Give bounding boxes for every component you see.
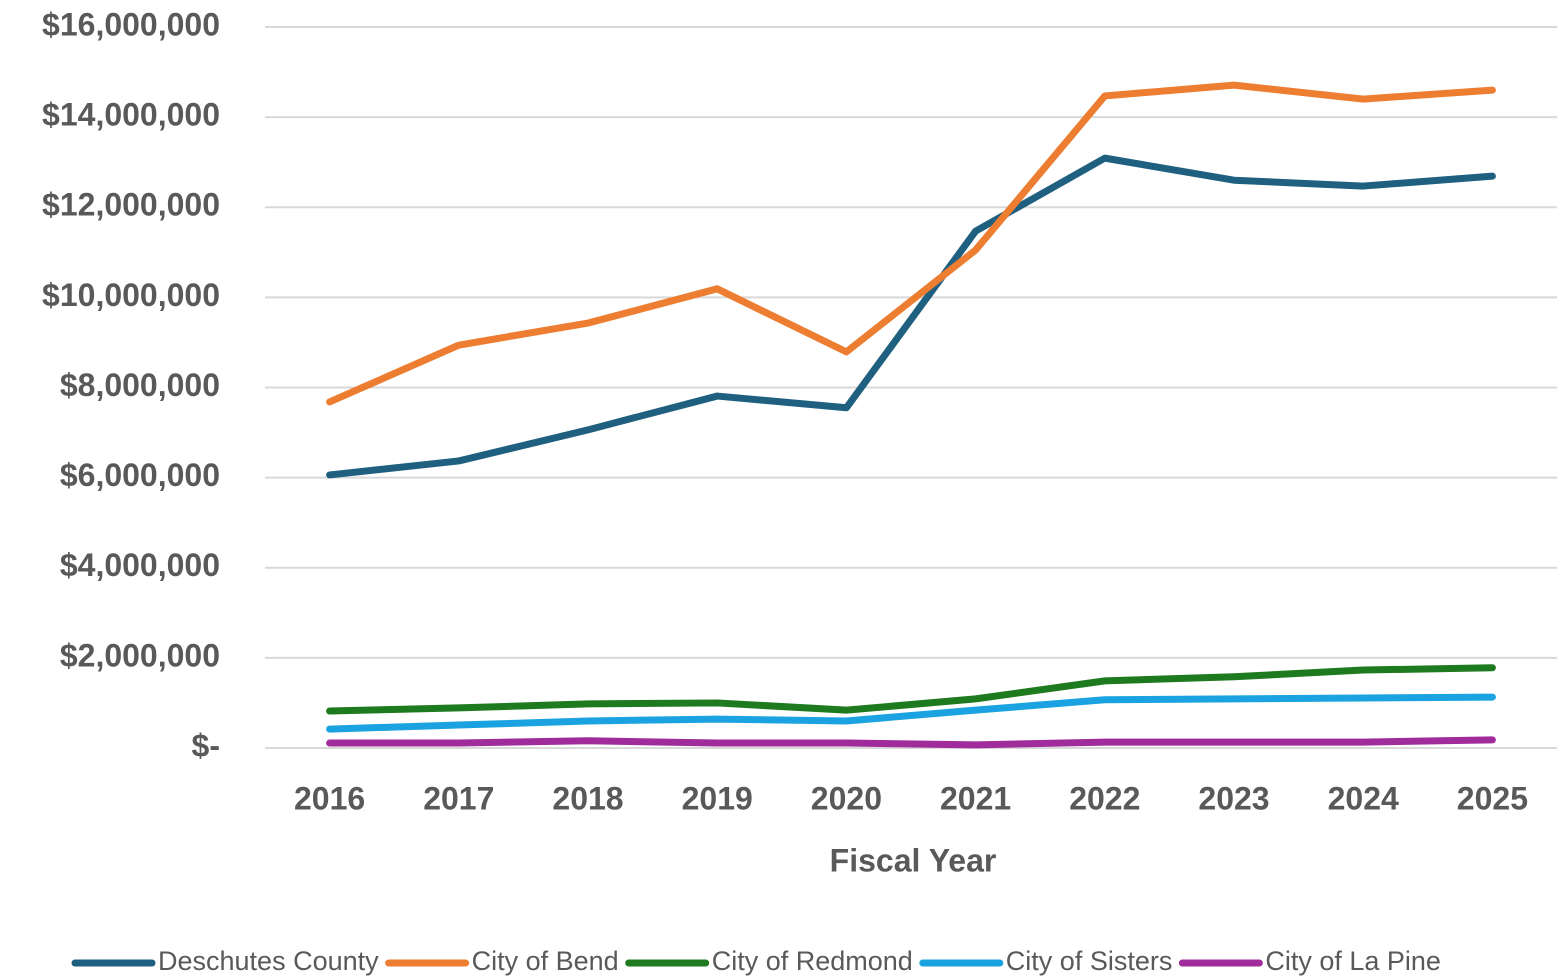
y-tick-label: $14,000,000: [42, 97, 220, 133]
x-tick-label: 2020: [811, 780, 882, 816]
series-line: [326, 736, 1496, 749]
series-line: [326, 81, 1496, 406]
x-axis-title: Fiscal Year: [830, 842, 997, 878]
y-tick-label: $12,000,000: [42, 187, 220, 223]
y-tick-label: $6,000,000: [60, 457, 220, 493]
y-tick-label: $16,000,000: [42, 6, 220, 42]
x-tick-label: 2025: [1457, 780, 1528, 816]
x-tick-label: 2016: [294, 780, 365, 816]
x-tick-label: 2023: [1198, 780, 1269, 816]
x-tick-label: 2018: [552, 780, 623, 816]
legend-label: City of Redmond: [712, 946, 913, 976]
series-line: [326, 664, 1496, 715]
y-tick-label: $-: [192, 727, 220, 763]
y-tick-label: $8,000,000: [60, 367, 220, 403]
x-tick-label: 2021: [940, 780, 1011, 816]
x-tick-label: 2017: [423, 780, 494, 816]
x-tick-label: 2019: [682, 780, 753, 816]
x-tick-label: 2024: [1328, 780, 1399, 816]
y-tick-label: $2,000,000: [60, 637, 220, 673]
legend-label: City of Bend: [472, 946, 619, 976]
x-tick-label: 2022: [1069, 780, 1140, 816]
y-tick-label: $10,000,000: [42, 277, 220, 313]
legend-label: City of Sisters: [1006, 946, 1173, 976]
series-line: [326, 693, 1496, 733]
y-tick-label: $4,000,000: [60, 547, 220, 583]
legend-label: Deschutes County: [158, 946, 379, 976]
series-line: [326, 154, 1496, 479]
legend-label: City of La Pine: [1265, 946, 1441, 976]
